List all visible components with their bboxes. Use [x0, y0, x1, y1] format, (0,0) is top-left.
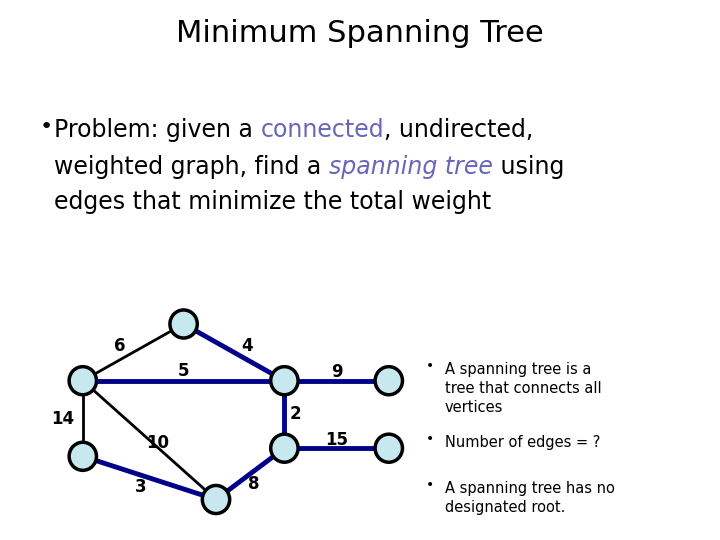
Text: Problem: given a: Problem: given a — [54, 118, 261, 141]
Text: 14: 14 — [51, 409, 74, 428]
Ellipse shape — [202, 485, 230, 514]
Text: •: • — [426, 478, 434, 492]
Text: •: • — [40, 117, 53, 137]
Text: •: • — [426, 432, 434, 446]
Ellipse shape — [375, 434, 402, 462]
Text: 3: 3 — [135, 477, 147, 496]
Ellipse shape — [170, 310, 197, 338]
Text: , undirected,: , undirected, — [384, 118, 534, 141]
Text: 8: 8 — [248, 475, 259, 492]
Text: 15: 15 — [325, 430, 348, 449]
Ellipse shape — [375, 367, 402, 395]
Text: A spanning tree is a
tree that connects all
vertices: A spanning tree is a tree that connects … — [445, 362, 602, 415]
Text: spanning tree: spanning tree — [329, 156, 492, 179]
Ellipse shape — [69, 367, 96, 395]
Text: Minimum Spanning Tree: Minimum Spanning Tree — [176, 19, 544, 48]
Ellipse shape — [271, 434, 298, 462]
Text: weighted graph, find a: weighted graph, find a — [54, 156, 329, 179]
Text: Number of edges = ?: Number of edges = ? — [445, 435, 600, 450]
Text: 2: 2 — [290, 406, 302, 423]
Text: edges that minimize the total weight: edges that minimize the total weight — [54, 191, 491, 214]
Text: 4: 4 — [241, 337, 253, 355]
Text: connected: connected — [261, 118, 384, 141]
Text: using: using — [492, 156, 564, 179]
Ellipse shape — [271, 367, 298, 395]
Text: 5: 5 — [178, 362, 189, 380]
Text: A spanning tree has no
designated root.: A spanning tree has no designated root. — [445, 481, 615, 515]
Text: 9: 9 — [330, 363, 343, 381]
Text: 10: 10 — [147, 434, 169, 452]
Text: •: • — [426, 359, 434, 373]
Ellipse shape — [69, 442, 96, 470]
Text: 6: 6 — [114, 337, 126, 355]
